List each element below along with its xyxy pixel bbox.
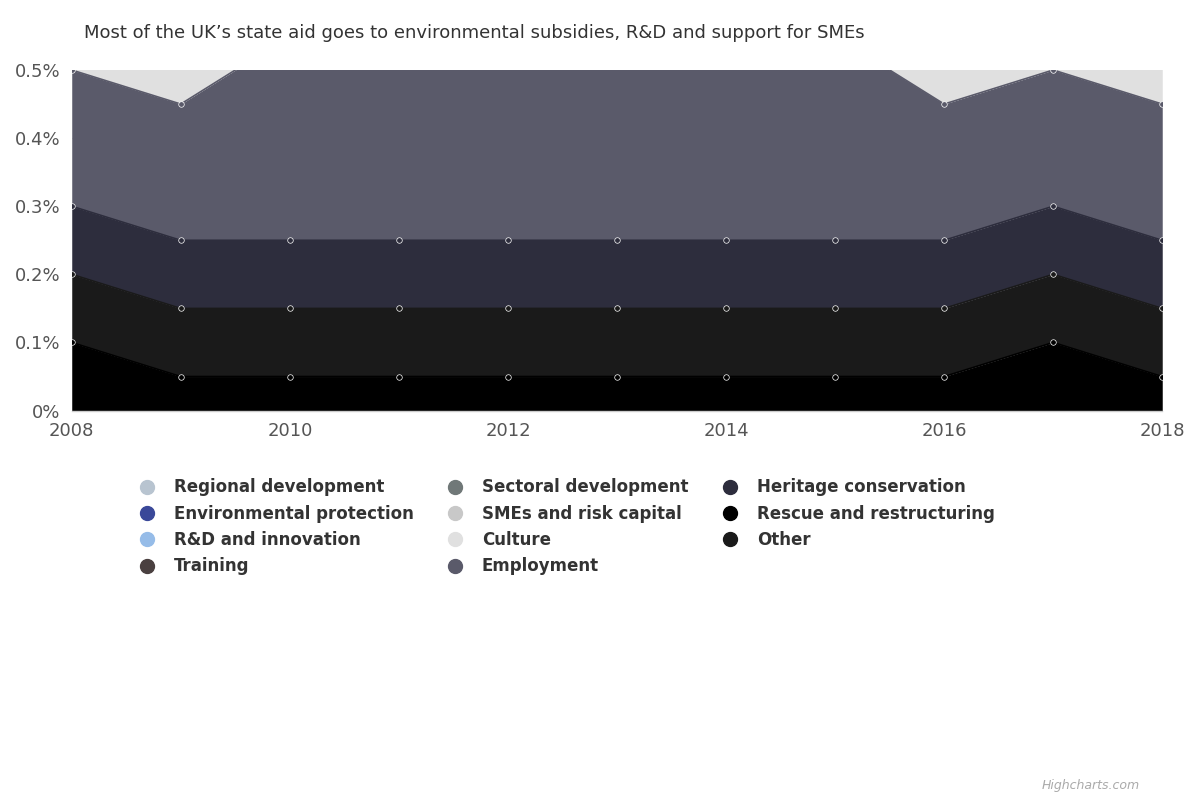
Legend: Regional development, Environmental protection, R&D and innovation, Training, Se: Regional development, Environmental prot…: [122, 470, 1003, 584]
Text: Highcharts.com: Highcharts.com: [1042, 779, 1140, 792]
Text: Most of the UK’s state aid goes to environmental subsidies, R&D and support for : Most of the UK’s state aid goes to envir…: [84, 24, 865, 42]
